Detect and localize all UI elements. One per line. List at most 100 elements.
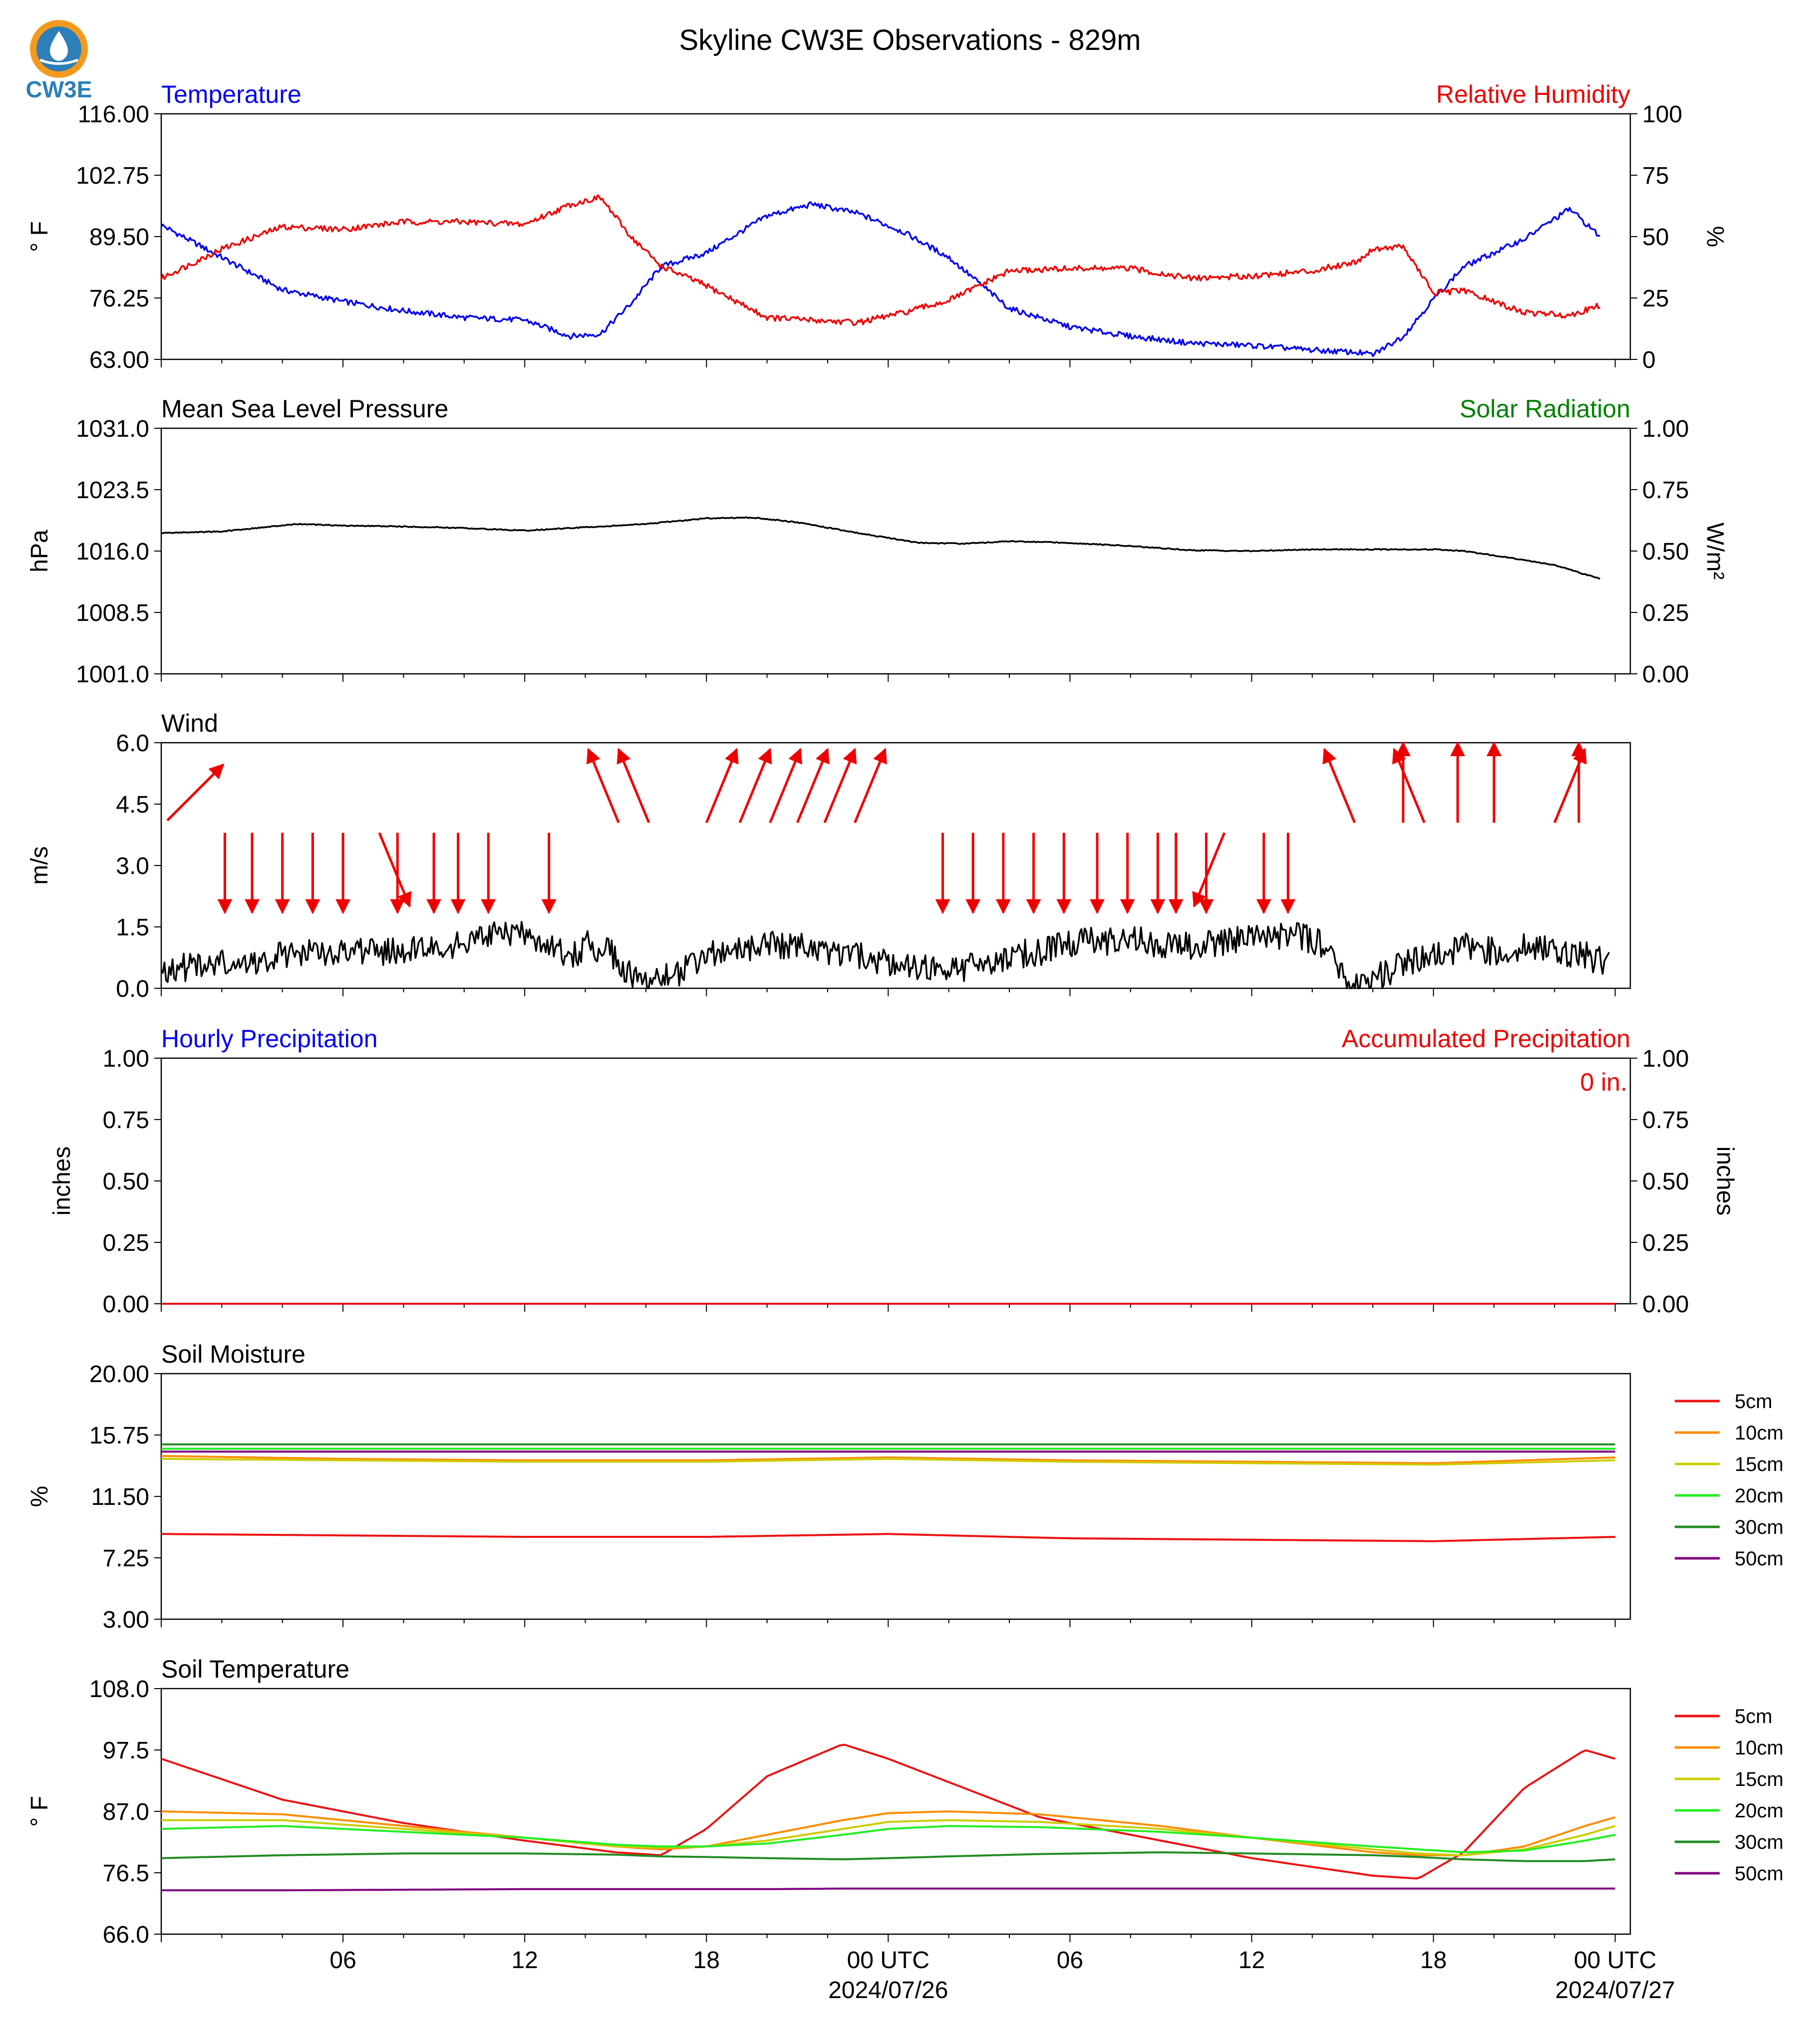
series-line-20cm bbox=[161, 1825, 1616, 1853]
panel-title-left: Soil Moisture bbox=[161, 1340, 305, 1368]
y-tick-label-right: 1.00 bbox=[1642, 1046, 1689, 1072]
y-tick-label-right: 0.00 bbox=[1642, 661, 1689, 688]
legend-label: 50cm bbox=[1735, 1863, 1784, 1885]
x-tick-label: 18 bbox=[693, 1947, 720, 1974]
x-axis-labels: 06 12 18 00 UTC 06 12 18 00 UTC 2024/07/26 2024/0… bbox=[329, 1947, 1675, 2004]
legend-label: 30cm bbox=[1735, 1516, 1784, 1538]
y-tick-label: 0.00 bbox=[103, 1291, 149, 1318]
series-line-temperature bbox=[160, 201, 1600, 357]
accumulation-annotation: 0 in. bbox=[1580, 1068, 1627, 1096]
series-line-mean-sea-level-pressure bbox=[161, 516, 1601, 580]
y-tick-label: 1.00 bbox=[103, 1046, 149, 1072]
y-tick-label: 97.5 bbox=[103, 1738, 149, 1764]
panel-title-right: Solar Radiation bbox=[1460, 395, 1630, 423]
series-line-5cm bbox=[161, 1743, 1616, 1880]
y-tick-label: 1008.5 bbox=[76, 600, 149, 626]
y-tick-label: 11.50 bbox=[91, 1484, 149, 1510]
wind-arrow-icon bbox=[378, 832, 412, 908]
y-tick-label: 1001.0 bbox=[76, 661, 149, 688]
panel-frame bbox=[160, 1057, 1631, 1305]
y-tick-label: 1016.0 bbox=[76, 539, 149, 565]
y-axis-label-right: % bbox=[1702, 226, 1728, 248]
legend-label: 10cm bbox=[1735, 1737, 1784, 1759]
y-tick-label: 1031.0 bbox=[76, 416, 149, 442]
logo-drop-icon bbox=[50, 31, 68, 61]
y-tick-label: 0.50 bbox=[103, 1168, 149, 1195]
x-tick-label: 18 bbox=[1420, 1947, 1447, 1974]
y-tick-label-right: 0.25 bbox=[1642, 1230, 1689, 1256]
y-tick-label: 108.0 bbox=[89, 1676, 149, 1703]
wind-arrow-icon bbox=[1322, 748, 1356, 824]
panel-frame bbox=[160, 427, 1631, 675]
logo-text: CW3E bbox=[26, 76, 92, 102]
panel-frame bbox=[160, 1373, 1631, 1620]
panel-3: 1.00 0.75 0.50 0.25 0.00 1.00 0.75 0.50 0.25 0.00… bbox=[49, 1025, 1738, 1318]
wind-arrow-icon bbox=[796, 748, 830, 824]
y-tick-label: 0.25 bbox=[103, 1230, 149, 1256]
x-date-label: 2024/07/27 bbox=[1555, 1977, 1675, 2004]
x-tick-label: 06 bbox=[329, 1947, 356, 1974]
y-tick-label-right: 25 bbox=[1642, 286, 1669, 312]
chart-panels: 116.00 102.75 89.50 76.25 63.00 100 75 50 25 0 ° F… bbox=[26, 80, 1784, 1948]
y-axis-label: hPa bbox=[26, 530, 53, 573]
legend-label: 20cm bbox=[1735, 1485, 1784, 1507]
y-tick-label-right: 0.75 bbox=[1642, 477, 1689, 504]
panel-5: 108.0 97.5 87.0 76.5 66.0 ° F Soil Temperature… bbox=[26, 1655, 1784, 1948]
y-axis-label-right: inches bbox=[1712, 1147, 1738, 1216]
series-line-10cm bbox=[161, 1810, 1616, 1856]
x-date-label: 2024/07/26 bbox=[828, 1977, 948, 2004]
wind-arrow-icon bbox=[1192, 832, 1226, 908]
cw3e-logo: CW3E bbox=[26, 20, 92, 102]
panel-title-left: Wind bbox=[161, 709, 218, 737]
panel-2: 6.0 4.5 3.0 1.5 0.0 m/s Wind bbox=[26, 709, 1631, 1002]
y-tick-label-right: 0.75 bbox=[1642, 1107, 1689, 1134]
series-line-50cm bbox=[161, 1887, 1615, 1892]
series-line-30cm bbox=[161, 1851, 1615, 1862]
y-tick-label-right: 0.50 bbox=[1642, 1168, 1689, 1195]
y-tick-label: 3.00 bbox=[103, 1607, 149, 1633]
legend-label: 20cm bbox=[1735, 1800, 1784, 1822]
series-line-10cm bbox=[161, 1455, 1615, 1464]
wind-arrow-icon bbox=[1392, 748, 1426, 824]
y-tick-label: 1023.5 bbox=[76, 477, 149, 504]
y-tick-label: 0.0 bbox=[116, 976, 149, 1002]
y-tick-label: 87.0 bbox=[103, 1799, 149, 1825]
y-tick-label: 66.0 bbox=[103, 1922, 149, 1948]
panel-title-right: Relative Humidity bbox=[1436, 80, 1630, 108]
wind-arrow-icon bbox=[586, 748, 620, 824]
y-tick-label: 0.75 bbox=[103, 1107, 149, 1134]
y-tick-label: 20.00 bbox=[89, 1361, 149, 1388]
series-line-15cm bbox=[161, 1819, 1616, 1856]
panel-4: 20.00 15.75 11.50 7.25 3.00% Soil Moisture 5cm… bbox=[26, 1340, 1784, 1633]
wind-arrow-icon bbox=[854, 748, 887, 824]
wind-arrow-icon bbox=[1553, 748, 1587, 824]
y-tick-label-right: 0.00 bbox=[1642, 1291, 1689, 1318]
x-tick-label: 00 UTC bbox=[847, 1947, 929, 1974]
y-axis-label: % bbox=[26, 1486, 53, 1507]
y-tick-label: 63.00 bbox=[89, 347, 149, 373]
legend-label: 15cm bbox=[1735, 1768, 1784, 1790]
panel-title-left: Temperature bbox=[161, 80, 302, 108]
legend-label: 10cm bbox=[1735, 1422, 1784, 1444]
y-tick-label: 4.5 bbox=[116, 792, 149, 818]
x-tick-label: 06 bbox=[1057, 1947, 1083, 1974]
legend-label: 5cm bbox=[1735, 1706, 1773, 1728]
wind-arrow-icon bbox=[738, 748, 772, 824]
y-tick-label: 116.00 bbox=[78, 101, 149, 128]
y-tick-label-right: 1.00 bbox=[1642, 416, 1689, 442]
y-tick-label-right: 0 bbox=[1642, 347, 1656, 373]
x-tick-label: 12 bbox=[511, 1947, 538, 1974]
series-line-15cm bbox=[161, 1457, 1615, 1466]
logo-wave-icon bbox=[39, 58, 78, 65]
panel-title-left: Hourly Precipitation bbox=[161, 1025, 378, 1053]
chart-title: Skyline CW3E Observations - 829m bbox=[679, 24, 1141, 56]
y-axis-label: inches bbox=[49, 1147, 75, 1216]
legend-label: 50cm bbox=[1735, 1548, 1784, 1570]
y-tick-label: 6.0 bbox=[116, 730, 149, 757]
y-tick-label: 76.5 bbox=[103, 1860, 149, 1887]
y-tick-label-right: 50 bbox=[1642, 224, 1669, 251]
series-line-wind-speed bbox=[160, 920, 1610, 989]
y-tick-label-right: 0.50 bbox=[1642, 539, 1689, 565]
y-tick-label-right: 100 bbox=[1642, 101, 1682, 128]
